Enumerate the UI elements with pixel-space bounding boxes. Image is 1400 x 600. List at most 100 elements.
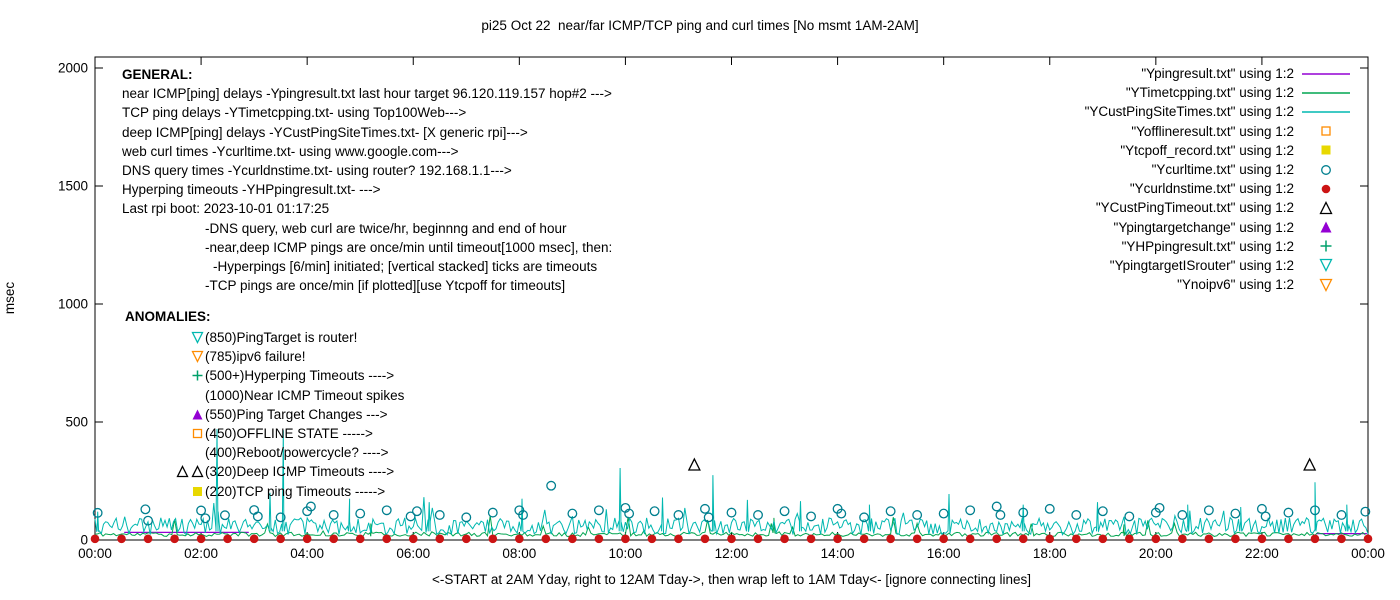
general-line: web curl times -Ycurltime.txt- using www…: [122, 143, 459, 159]
legend-label: "Ypingresult.txt" using 1:2: [1141, 66, 1294, 82]
svg-text:08:00: 08:00: [502, 546, 536, 561]
legend-label: "YHPpingresult.txt" using 1:2: [1121, 238, 1294, 254]
anomaly-text: (550)Ping Target Changes --->: [205, 406, 388, 422]
anomaly-text: (1000)Near ICMP Timeout spikes: [205, 387, 405, 403]
anomaly-text: (785)ipv6 failure!: [205, 349, 306, 365]
legend-entry: "Yofflineresult.txt" using 1:2: [1085, 122, 1352, 141]
tick-labels: 00:00 02:00 04:00 06:00 08:00 10:00 12:00 14:00…: [58, 61, 1385, 562]
anomaly-icon-slot: [175, 368, 205, 383]
svg-text:22:00: 22:00: [1245, 546, 1279, 561]
general-line: TCP ping delays -YTimetcpping.txt- using…: [122, 105, 467, 121]
square-filled-icon: [1321, 145, 1331, 155]
anomaly-row: (1000)Near ICMP Timeout spikes: [175, 386, 404, 405]
svg-text:16:00: 16:00: [927, 546, 961, 561]
line-sample-icon: [1302, 111, 1350, 113]
triangle-down-open-icon: [1319, 278, 1333, 292]
general-line: Last rpi boot: 2023-10-01 01:17:25: [122, 201, 330, 217]
anomalies-list: (850)PingTarget is router! (785)ipv6 fail…: [175, 328, 404, 501]
triangle-down-open-icon: [191, 331, 204, 345]
general-line: Hyperping timeouts -YHPpingresult.txt- -…: [122, 182, 381, 198]
legend-entry: "YCustPingTimeout.txt" using 1:2: [1085, 198, 1352, 217]
anomalies-heading: ANOMALIES:: [125, 309, 211, 324]
svg-text:02:00: 02:00: [184, 546, 218, 561]
legend: "Ypingresult.txt" using 1:2 "YTimetcpping…: [1085, 64, 1352, 294]
square-filled-icon: [193, 486, 202, 496]
general-line: -TCP pings are once/min [if plotted][use…: [205, 278, 566, 294]
legend-label: "Ycurldnstime.txt" using 1:2: [1129, 181, 1294, 197]
anomaly-text: (220)TCP ping Timeouts ----->: [205, 483, 386, 499]
triangle-open-icon: [1319, 200, 1333, 215]
triangle-filled-icon: [1320, 221, 1332, 233]
legend-entry: "YHPpingresult.txt" using 1:2: [1085, 237, 1352, 256]
legend-entry: "Ycurldnstime.txt" using 1:2: [1085, 179, 1352, 198]
plus-icon: [1320, 240, 1332, 252]
anomaly-text: (850)PingTarget is router!: [205, 330, 358, 346]
triangle-down-open-icon: [1319, 259, 1333, 273]
triangle-open-icon: [176, 465, 189, 478]
legend-entry: "YCustPingSiteTimes.txt" using 1:2: [1085, 102, 1352, 121]
legend-entry: "YTimetcpping.txt" using 1:2: [1085, 83, 1352, 102]
general-line: near ICMP[ping] delays -Ypingresult.txt …: [122, 86, 612, 102]
anomaly-row: (500+)Hyperping Timeouts ---->: [175, 366, 404, 385]
general-heading: GENERAL:: [122, 67, 193, 82]
legend-entry: "Ypingresult.txt" using 1:2: [1085, 64, 1352, 83]
svg-text:00:00: 00:00: [1351, 546, 1385, 561]
plus-icon: [192, 370, 203, 381]
legend-label: "Ypingtargetchange" using 1:2: [1113, 219, 1294, 235]
legend-label: "Ynoipv6" using 1:2: [1177, 277, 1294, 293]
svg-text:20:00: 20:00: [1139, 546, 1173, 561]
anomaly-row: (220)TCP ping Timeouts ----->: [175, 482, 404, 501]
svg-text:12:00: 12:00: [715, 546, 749, 561]
anomaly-text: (320)Deep ICMP Timeouts ---->: [205, 464, 395, 480]
anomaly-row: (850)PingTarget is router!: [175, 328, 404, 347]
anomaly-row: (400)Reboot/powercycle? ---->: [175, 443, 404, 462]
square-open-icon: [1321, 126, 1331, 136]
svg-text:06:00: 06:00: [396, 546, 430, 561]
anomaly-text: (500+)Hyperping Timeouts ---->: [205, 368, 395, 384]
svg-text:00:00: 00:00: [78, 546, 112, 561]
anomaly-text: (400)Reboot/powercycle? ---->: [205, 445, 389, 461]
svg-text:1500: 1500: [58, 179, 88, 194]
legend-label: "YCustPingSiteTimes.txt" using 1:2: [1084, 104, 1294, 120]
general-line: -near,deep ICMP pings are once/min until…: [205, 239, 613, 255]
svg-text:0: 0: [80, 533, 88, 548]
triangle-down-open-icon: [191, 351, 204, 364]
general-line: -Hyperpings [6/min] initiated; [vertical…: [213, 259, 598, 275]
square-open-icon: [192, 428, 203, 439]
line-sample-icon: [1302, 92, 1350, 94]
legend-label: "Ytcpoff_record.txt" using 1:2: [1120, 142, 1294, 158]
anomaly-row: (450)OFFLINE STATE ----->: [175, 424, 404, 443]
legend-entry: "Ynoipv6" using 1:2: [1085, 275, 1352, 294]
legend-entry: "Ypingtargetchange" using 1:2: [1085, 218, 1352, 237]
anomaly-icon-slot: [175, 407, 205, 422]
anomaly-row: (320)Deep ICMP Timeouts ---->: [175, 462, 404, 481]
svg-text:14:00: 14:00: [821, 546, 855, 561]
legend-entry: "Ycurltime.txt" using 1:2: [1085, 160, 1352, 179]
svg-text:500: 500: [65, 415, 88, 430]
circle-filled-icon: [1321, 184, 1331, 194]
svg-text:1000: 1000: [58, 297, 88, 312]
legend-label: "YpingtargetISrouter" using 1:2: [1109, 257, 1294, 273]
general-line: deep ICMP[ping] delays -YCustPingSiteTim…: [122, 124, 528, 140]
triangle-filled-icon: [192, 409, 203, 420]
svg-text:10:00: 10:00: [609, 546, 643, 561]
anomaly-icon-slot: [175, 349, 205, 364]
anomaly-row: (785)ipv6 failure!: [175, 347, 404, 366]
legend-label: "YCustPingTimeout.txt" using 1:2: [1095, 200, 1294, 216]
anomaly-row: (550)Ping Target Changes --->: [175, 405, 404, 424]
anomaly-icon-slot: [175, 484, 205, 499]
y-axis-title: msec: [2, 282, 17, 315]
chart-title: pi25 Oct 22 near/far ICMP/TCP ping and c…: [481, 18, 919, 33]
svg-text:2000: 2000: [58, 61, 88, 76]
triangle-open-icon: [191, 465, 204, 478]
circle-open-icon: [1321, 164, 1331, 175]
svg-text:04:00: 04:00: [290, 546, 324, 561]
legend-entry: "YpingtargetISrouter" using 1:2: [1085, 256, 1352, 275]
legend-label: "Yofflineresult.txt" using 1:2: [1131, 123, 1294, 139]
legend-label: "YTimetcpping.txt" using 1:2: [1125, 85, 1294, 101]
legend-entry: "Ytcpoff_record.txt" using 1:2: [1085, 141, 1352, 160]
anomaly-icon-slot: [175, 426, 205, 441]
general-line: DNS query times -Ycurldnstime.txt- using…: [122, 163, 512, 179]
